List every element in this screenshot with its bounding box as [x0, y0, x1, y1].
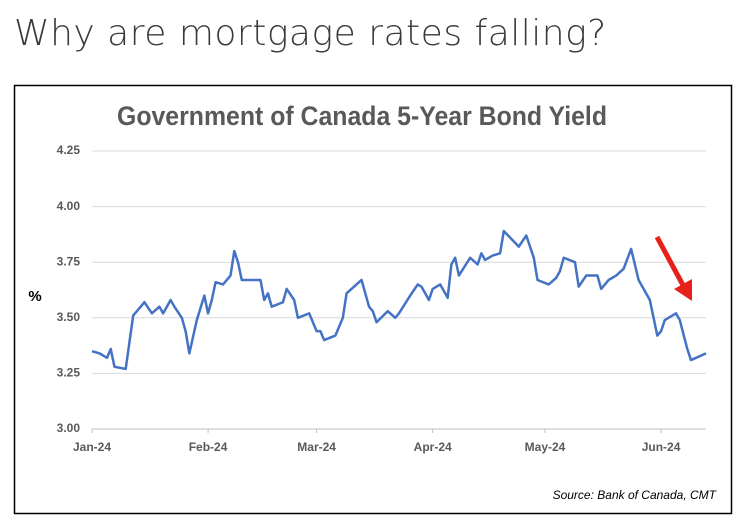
x-tick-label: Feb-24: [189, 440, 228, 454]
x-tick-label: Apr-24: [414, 440, 452, 454]
y-tick-label: 3.00: [57, 421, 81, 435]
y-tick-label: 3.75: [57, 254, 81, 268]
y-tick-label: 4.25: [57, 143, 81, 157]
chart-frame: [13, 84, 733, 515]
x-tick-label: Mar-24: [297, 440, 336, 454]
x-tick-label: Jan-24: [73, 440, 111, 454]
data-line: [91, 229, 707, 371]
y-tick-label: 4.00: [57, 199, 81, 213]
arrow-shaft: [654, 235, 687, 289]
x-tick-label: Jun-24: [642, 440, 681, 454]
y-tick-label: 3.25: [57, 366, 81, 380]
x-tick-label: May-24: [525, 440, 566, 454]
chart-title: Government of Canada 5-Year Bond Yield: [117, 101, 607, 131]
y-axis-label: %: [28, 288, 41, 305]
annotation-arrow: [654, 235, 692, 301]
y-tick-label: 3.50: [57, 310, 81, 324]
heading: Why are mortgage rates falling?: [14, 13, 607, 54]
arrow-head: [674, 279, 692, 301]
source-note: Source: Bank of Canada, CMT: [553, 488, 718, 502]
